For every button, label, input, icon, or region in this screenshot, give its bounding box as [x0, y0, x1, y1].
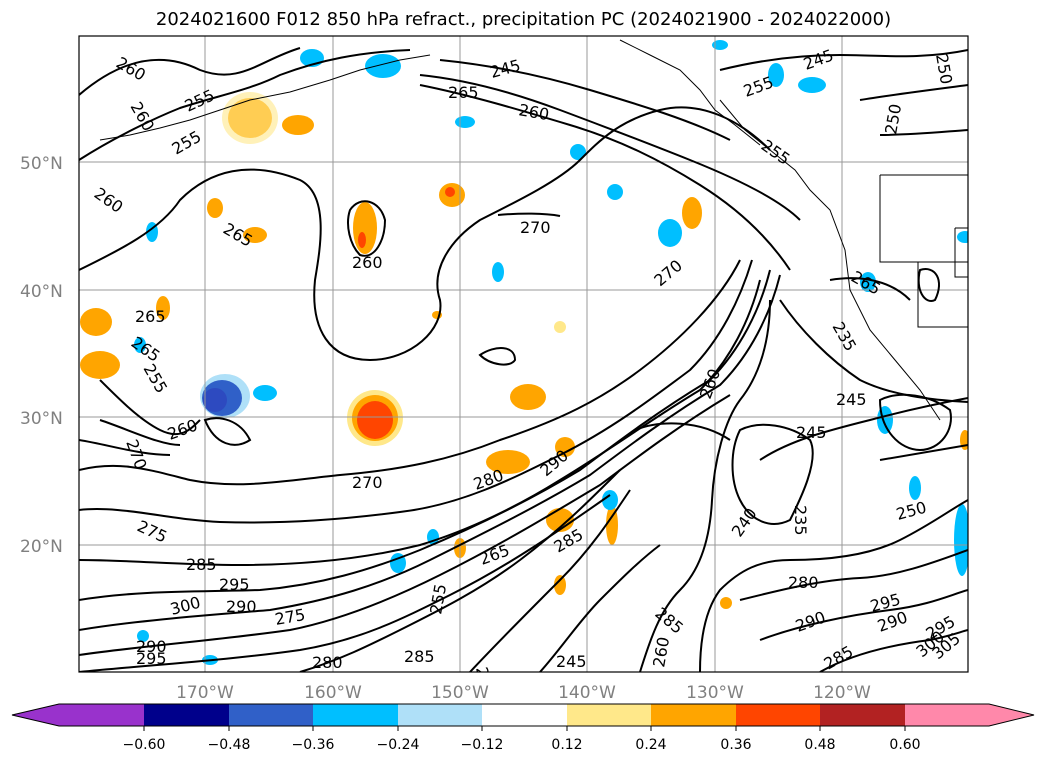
colorbar-swatch: [651, 704, 736, 726]
contour-label: 290: [136, 637, 167, 656]
colorbar-tick-label: −0.36: [292, 737, 335, 753]
contour-label: 270: [472, 665, 496, 698]
colorbar-tick-label: −0.24: [377, 737, 420, 753]
colorbar-tick-label: 0.12: [551, 737, 582, 753]
lat-label: 30°N: [20, 409, 63, 429]
contour-label: 295: [219, 575, 250, 594]
colorbar-extend-high: [989, 704, 1034, 726]
colorbar-swatch: [567, 704, 651, 726]
coastlines: [99, 39, 968, 421]
colorbar: −0.60 −0.48 −0.36 −0.24 −0.12 0.12 0.24 …: [11, 703, 1035, 753]
refractivity-contours: [79, 47, 968, 672]
longitude-labels: 170°W 160°W 150°W 140°W 130°W 120°W: [176, 683, 871, 703]
latitude-labels: 50°N 40°N 30°N 20°N: [20, 154, 63, 557]
colorbar-swatch: [229, 704, 313, 726]
contour-label: 235: [791, 505, 810, 536]
colorbar-ticks: [143, 726, 906, 731]
contour-label: 285: [404, 647, 435, 666]
plot-frame: [78, 35, 969, 673]
colorbar-tick-label: 0.48: [804, 737, 835, 753]
colorbar-tick-label: 0.60: [889, 737, 920, 753]
lon-label: 130°W: [686, 683, 744, 703]
contour-label: 245: [836, 390, 867, 409]
lon-label: 170°W: [176, 683, 234, 703]
colorbar-tick-label: −0.60: [123, 737, 166, 753]
lat-label: 20°N: [20, 537, 63, 557]
contour-label: 265: [135, 307, 166, 326]
map-title: 2024021600 F012 850 hPa refract., precip…: [155, 9, 892, 30]
colorbar-swatch: [905, 704, 989, 726]
contour-label: 295: [136, 649, 167, 668]
colorbar-tick-label: 0.36: [720, 737, 751, 753]
colorbar-tick-label: −0.12: [461, 737, 504, 753]
colorbar-swatch: [144, 704, 229, 726]
lon-label: 140°W: [558, 683, 616, 703]
colorbar-tick-label: 0.24: [635, 737, 666, 753]
contour-label: 270: [520, 218, 551, 237]
contour-label: 290: [226, 597, 257, 616]
contour-label: 270: [352, 473, 383, 492]
lon-label: 160°W: [304, 683, 362, 703]
colorbar-swatch: [736, 704, 820, 726]
colorbar-outline: [11, 703, 1035, 727]
colorbar-extend-low: [12, 704, 59, 726]
contour-label: 245: [796, 423, 827, 442]
plot-area: [79, 36, 968, 672]
colorbar-swatch: [482, 704, 567, 726]
colorbar-swatch: [59, 704, 144, 726]
gridlines: [79, 36, 968, 672]
colorbar-swatch: [313, 704, 398, 726]
colorbar-tick-label: −0.48: [208, 737, 251, 753]
colorbar-swatch: [820, 704, 905, 726]
lon-label: 150°W: [431, 683, 489, 703]
contour-label: 280: [788, 573, 819, 592]
contour-label: 245: [556, 652, 587, 671]
colorbar-swatch: [398, 704, 482, 726]
contour-label: 260: [352, 253, 383, 272]
lon-label: 120°W: [813, 683, 871, 703]
contour-label: 280: [312, 653, 343, 672]
lat-label: 50°N: [20, 154, 63, 174]
precip-shading: [80, 40, 968, 665]
lat-label: 40°N: [20, 282, 63, 302]
contour-label: 285: [186, 555, 217, 574]
contour-label: 265: [448, 83, 479, 102]
